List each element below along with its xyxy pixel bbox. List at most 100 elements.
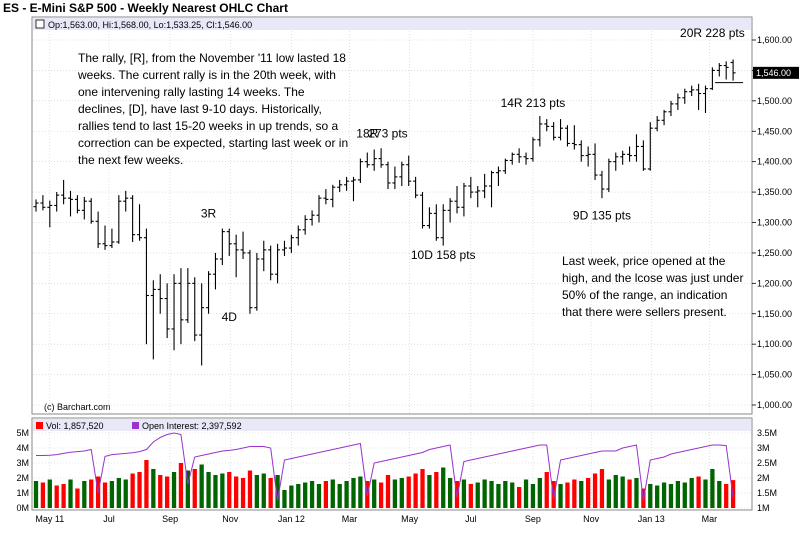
ohlc-bar (178, 268, 184, 345)
oi-legend: Open Interest: 2,397,592 (142, 421, 242, 431)
ohlc-bar (350, 176, 356, 202)
volume-bar (247, 470, 253, 508)
volume-bar (523, 479, 529, 508)
date-tick-label: Mar (702, 514, 718, 524)
ohlc-bar (640, 140, 646, 171)
oi-legend-swatch (132, 422, 139, 429)
date-tick-label: May 11 (35, 514, 64, 524)
ohlc-bar (447, 198, 453, 223)
price-tick-label: 1,300.00 (757, 218, 792, 228)
ohlc-bar (164, 283, 170, 339)
volume-bar (516, 487, 522, 508)
ohlc-bar (102, 225, 108, 250)
volume-bar (137, 472, 142, 508)
ohlc-bar (468, 176, 474, 199)
volume-bar (420, 469, 425, 508)
ohlc-bar (723, 61, 729, 80)
volume-bar (116, 478, 121, 508)
ohlc-bar (661, 109, 667, 126)
volume-bar (178, 463, 184, 508)
price-tick-label: 1,150.00 (757, 309, 792, 319)
ohlc-bar (627, 146, 633, 162)
volume-bar (206, 472, 211, 508)
ohlc-bar (130, 195, 136, 242)
chart-annotation-label: 273 pts (368, 126, 407, 140)
ohlc-bar (620, 150, 626, 165)
ohlc-bar (68, 190, 74, 217)
ohlc-bar (281, 240, 287, 256)
volume-bar (675, 481, 681, 508)
chart-annotation-label: 3R (201, 207, 217, 221)
volume-bar (130, 473, 135, 508)
ohlc-bar (33, 199, 39, 212)
ohlc-bar (302, 215, 308, 235)
price-tick-label: 1,000.00 (757, 400, 792, 410)
volume-bar (648, 484, 653, 508)
ohlc-bar (454, 186, 460, 214)
volume-legend: Vol: 1,857,520 (46, 421, 104, 431)
oi-tick-label: 3M (757, 443, 770, 453)
ohlc-bar (668, 100, 674, 117)
date-tick-label: Nov (222, 514, 239, 524)
price-tick-label: 1,400.00 (757, 157, 792, 167)
volume-bar (199, 464, 204, 508)
chart-annotation-label: 14R 213 pts (501, 96, 566, 110)
ohlc-bar (40, 195, 46, 211)
ohlc-bar (420, 192, 426, 229)
ohlc-bar (95, 211, 101, 249)
volume-bar (213, 475, 218, 508)
ohlc-bar (564, 125, 570, 147)
volume-bar (468, 484, 473, 508)
ohlc-readout: Op:1,563.00, Hi:1,568.00, Lo:1,533.25, C… (48, 20, 252, 30)
ohlc-bar (240, 231, 246, 259)
oi-tick-label: 2.5M (757, 458, 777, 468)
ohlc-bar (585, 146, 591, 167)
ohlc-bar (702, 85, 708, 113)
ohlc-bar (495, 166, 501, 186)
volume-tick-label: 3M (16, 458, 29, 468)
ohlc-bar (81, 196, 87, 220)
ohlc-bar (323, 189, 329, 205)
date-tick-label: Jan 13 (638, 514, 665, 524)
volume-bar (40, 482, 46, 508)
ohlc-bar (192, 277, 198, 342)
volume-bar (427, 475, 432, 508)
oi-tick-label: 3.5M (757, 428, 777, 438)
volume-bar (503, 481, 508, 508)
volume-bar (496, 484, 501, 508)
last-week-annotation: Last week, price opened at the high, and… (562, 254, 744, 319)
volume-bar (620, 476, 625, 508)
ohlc-bar (344, 176, 350, 191)
volume-tick-label: 2M (16, 473, 29, 483)
volume-bar (413, 473, 418, 508)
volume-header-bar (33, 419, 751, 431)
volume-bar (530, 484, 536, 508)
ohlc-bar (613, 152, 619, 171)
volume-bar (75, 488, 80, 508)
volume-bar (89, 479, 94, 508)
volume-tick-label: 1M (16, 488, 29, 498)
price-tick-label: 1,450.00 (757, 126, 792, 136)
ohlc-bar (74, 195, 80, 214)
volume-bar (275, 475, 280, 508)
volume-bar (599, 469, 605, 508)
volume-bar (316, 484, 322, 508)
ohlc-bar (399, 161, 405, 186)
ohlc-bar (371, 149, 377, 171)
ohlc-bar (599, 170, 605, 199)
oi-tick-label: 2M (757, 473, 770, 483)
ohlc-bar (433, 204, 439, 241)
chart-title: ES - E-Mini S&P 500 - Weekly Nearest OHL… (3, 1, 288, 15)
price-tick-label: 1,200.00 (757, 278, 792, 288)
volume-bar (358, 476, 363, 508)
volume-bar (710, 469, 715, 508)
date-tick-label: Sep (525, 514, 541, 524)
volume-bar (510, 482, 515, 508)
ohlc-bar (482, 173, 488, 199)
ohlc-bar (199, 283, 205, 366)
volume-bar (406, 476, 411, 508)
chart-annotation-label: 18R (356, 126, 378, 140)
chart-annotation-label: 20R 228 pts (680, 26, 745, 40)
ohlc-bar (654, 116, 660, 132)
last-price-label: 1,546.00 (756, 68, 791, 78)
